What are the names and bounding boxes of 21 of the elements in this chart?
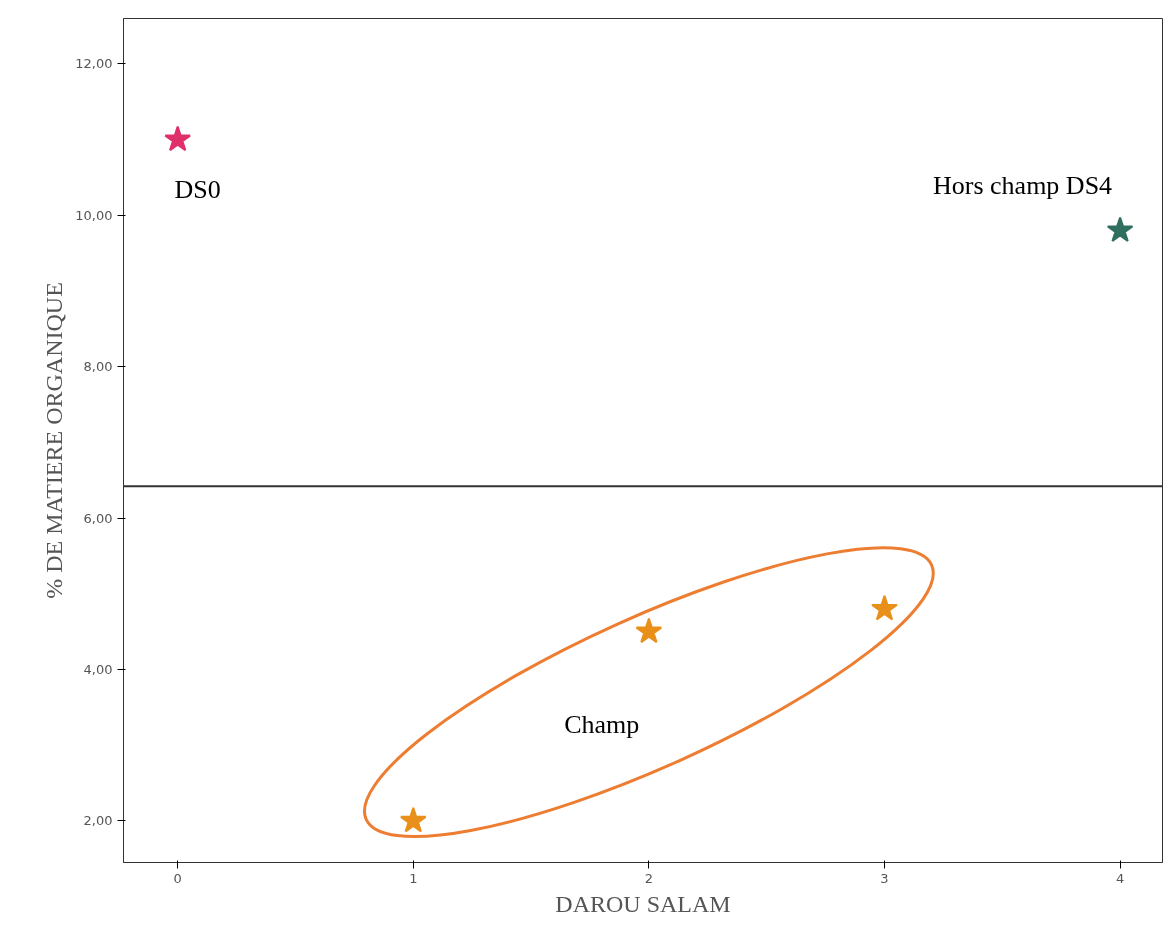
x-tick-label: 2: [644, 870, 654, 886]
x-tick-label: 4: [1115, 870, 1125, 886]
point: [1106, 216, 1134, 242]
text: Champ: [564, 710, 640, 740]
y-tick-label: 8,00: [83, 359, 113, 375]
y-axis-title: % DE MATIERE ORGANIQUE: [41, 282, 68, 599]
x-tick-label: 1: [409, 870, 418, 886]
y-tick-label: 4,00: [83, 661, 113, 677]
point: [164, 125, 192, 152]
y-tick-label: 12,00: [75, 56, 113, 72]
point: [399, 806, 427, 833]
point: [871, 594, 898, 621]
series-label: Hors champ DS4: [933, 170, 1113, 200]
point: [635, 617, 663, 644]
x-tick-label: 0: [173, 870, 182, 886]
x-tick-label: 3: [880, 870, 889, 886]
y-tick-label: 6,00: [83, 510, 113, 526]
x-axis-title: DAROU SALAM: [555, 890, 731, 917]
y-tick-label: 10,00: [75, 207, 113, 223]
y-tick-label: 2,00: [83, 813, 113, 829]
series-label: DS0: [174, 175, 221, 205]
